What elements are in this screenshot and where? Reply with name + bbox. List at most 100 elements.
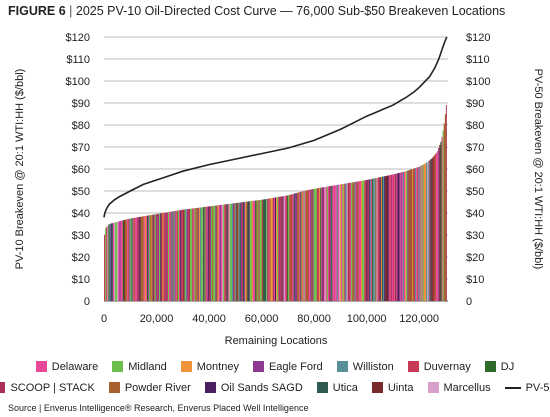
cost-curve-bar — [127, 219, 129, 301]
cost-curve-bar — [187, 208, 190, 301]
y-tick-label-right: $40 — [466, 208, 484, 220]
cost-curve-bar — [295, 192, 298, 301]
y-tick-label-right: $80 — [466, 120, 484, 132]
legend-item: SCOOP | STACK — [0, 382, 95, 394]
cost-curve-bar — [345, 183, 347, 301]
cost-curve-bar — [317, 188, 320, 301]
cost-curve-bar — [216, 205, 218, 301]
cost-curve-bar — [347, 183, 349, 301]
cost-curve-bar — [124, 219, 127, 301]
cost-curve-bar — [415, 167, 417, 301]
cost-curve-bar — [334, 185, 336, 301]
cost-curve-bar — [305, 190, 308, 301]
cost-curve-bar — [369, 179, 372, 301]
cost-curve-bar — [250, 201, 252, 301]
cost-curve-bar — [278, 196, 280, 301]
y-tick-label-right: $100 — [466, 76, 490, 88]
cost-curve-bar — [204, 206, 206, 301]
legend-swatch — [316, 382, 328, 393]
cost-curve-bar — [197, 207, 199, 301]
legend-label: Midland — [128, 360, 167, 373]
y-tick-label-left: $60 — [72, 164, 90, 176]
cost-curve-bar — [342, 183, 344, 301]
cost-curve-bar — [320, 187, 322, 301]
cost-curve-bar — [106, 226, 108, 301]
cost-curve-bar — [112, 222, 115, 301]
cost-curve-bar — [377, 177, 379, 301]
cost-curve-bar — [154, 214, 156, 301]
cost-curve-bar — [246, 201, 248, 301]
cost-curve-bar — [149, 215, 151, 301]
legend-swatch — [371, 382, 383, 393]
cost-curve-bar — [185, 209, 187, 301]
cost-curve-bar — [268, 198, 270, 301]
legend-item: Marcellus — [427, 381, 491, 394]
x-tick-label: 80,000 — [297, 313, 331, 325]
cost-curve-bar — [248, 201, 250, 301]
cost-curve-bar — [306, 190, 309, 301]
legend-label: Duvernay — [423, 360, 471, 373]
cost-curve-bar — [287, 195, 289, 301]
legend-swatch — [252, 361, 264, 372]
cost-curve-bar — [356, 181, 358, 301]
cost-curve-bar — [303, 190, 305, 301]
legend-swatch — [35, 361, 47, 372]
x-tick-label: 60,000 — [245, 313, 279, 325]
cost-curve-bar — [441, 136, 443, 301]
cost-curve-bar — [364, 180, 366, 301]
bar-series — [104, 104, 447, 302]
cost-curve-bar — [230, 203, 233, 301]
cost-curve-bar — [141, 216, 143, 301]
cost-curve-bar — [383, 176, 385, 301]
cost-curve-bar — [169, 211, 171, 301]
y-tick-label-right: 0 — [466, 296, 472, 308]
cost-curve-bar — [170, 211, 172, 301]
legend-label: Oil Sands SAGD — [220, 381, 303, 394]
cost-curve-bar — [175, 210, 177, 301]
cost-curve-bar — [420, 165, 422, 301]
cost-curve-bar — [212, 205, 214, 301]
cost-curve-bar — [351, 182, 353, 301]
cost-curve-bar — [142, 216, 144, 301]
legend-label: Williston — [352, 360, 394, 373]
cost-curve-bar — [331, 185, 333, 301]
legend-item: PV-50 — [504, 382, 550, 394]
cost-curve-bar — [235, 203, 237, 301]
cost-curve-bar — [220, 204, 223, 301]
legend-label: DJ — [500, 360, 515, 373]
cost-curve-bar — [309, 189, 311, 301]
legend-swatch — [336, 361, 348, 372]
legend-item: Delaware — [35, 361, 98, 373]
cost-curve-bar — [412, 168, 415, 301]
cost-curve-bar — [226, 204, 228, 301]
cost-curve-bar — [152, 214, 154, 301]
legend-item: Oil Sands SAGD — [204, 381, 303, 394]
legend-label: SCOOP | STACK — [10, 381, 95, 394]
cost-curve-bar — [430, 159, 432, 301]
cost-curve-bar — [118, 221, 120, 301]
legend-label: Marcellus — [443, 381, 491, 394]
legend-label: Montney — [196, 360, 239, 373]
y-tick-label-right: $20 — [466, 252, 484, 264]
cost-curve-bar — [134, 217, 137, 301]
y-tick-label-left: $100 — [66, 76, 90, 88]
legend-swatch — [180, 361, 192, 372]
cost-curve-bar — [301, 191, 303, 301]
cost-curve-bar — [132, 218, 134, 301]
cost-curve-bar — [384, 176, 386, 301]
cost-curve-bar — [107, 225, 109, 301]
cost-curve-bar — [267, 198, 269, 301]
cost-curve-bar — [120, 220, 122, 301]
y-axis-right-ticks: 0 $10 $20 $30 $40 $50 $60 $70 $80 $90 $100 $110 $120 — [466, 32, 490, 308]
y-axis-left-title: PV-10 Breakeven @ 20:1 WTI:HH ($/bbl) — [14, 69, 26, 270]
cost-curve-bar — [178, 210, 181, 301]
cost-curve-bar — [222, 204, 224, 301]
cost-curve-bar — [289, 194, 291, 301]
cost-curve-bar — [308, 189, 310, 301]
cost-curve-bar — [194, 208, 196, 301]
cost-curve-bar — [219, 204, 222, 301]
cost-curve-bar — [209, 206, 212, 301]
legend-item: Williston — [336, 360, 394, 373]
cost-curve-bar — [266, 198, 268, 301]
cost-curve-bar — [365, 180, 367, 301]
